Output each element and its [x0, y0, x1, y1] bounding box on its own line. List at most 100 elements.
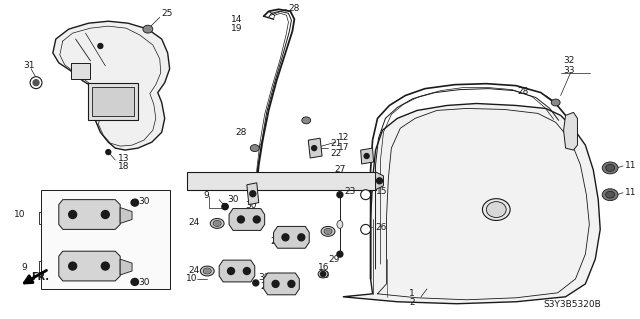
Circle shape: [98, 43, 103, 48]
Circle shape: [272, 280, 279, 287]
Circle shape: [288, 280, 295, 287]
Text: 10: 10: [13, 210, 25, 219]
Circle shape: [243, 268, 250, 274]
Text: 15: 15: [376, 187, 387, 196]
Circle shape: [321, 271, 326, 277]
Polygon shape: [564, 112, 577, 150]
Ellipse shape: [483, 199, 510, 220]
Text: 9: 9: [21, 263, 27, 271]
Circle shape: [222, 204, 228, 210]
Polygon shape: [120, 259, 132, 275]
Polygon shape: [273, 226, 309, 248]
Ellipse shape: [486, 202, 506, 218]
Ellipse shape: [200, 266, 214, 276]
Text: 24: 24: [271, 237, 282, 246]
Ellipse shape: [605, 165, 614, 171]
Circle shape: [253, 216, 260, 223]
Circle shape: [68, 211, 77, 219]
Polygon shape: [59, 200, 120, 229]
Ellipse shape: [213, 220, 221, 226]
Ellipse shape: [602, 189, 618, 201]
Circle shape: [376, 178, 383, 184]
Text: 2: 2: [409, 298, 415, 307]
Ellipse shape: [602, 162, 618, 174]
Text: 12: 12: [338, 133, 349, 142]
Text: 30: 30: [227, 195, 239, 204]
Circle shape: [106, 150, 111, 154]
Text: 31: 31: [23, 61, 35, 70]
Circle shape: [337, 192, 343, 198]
Text: 11: 11: [625, 161, 636, 170]
Ellipse shape: [302, 117, 310, 124]
Text: 30: 30: [245, 201, 257, 210]
Circle shape: [364, 153, 369, 159]
Circle shape: [304, 118, 308, 122]
Circle shape: [326, 229, 330, 234]
Text: 21: 21: [330, 139, 341, 148]
Text: 26: 26: [376, 223, 387, 232]
Ellipse shape: [210, 219, 224, 228]
Text: 33: 33: [564, 66, 575, 75]
Ellipse shape: [250, 145, 259, 152]
Ellipse shape: [321, 226, 335, 236]
Text: 16: 16: [318, 263, 330, 271]
Polygon shape: [120, 208, 132, 223]
Circle shape: [68, 262, 77, 270]
Bar: [70, 63, 90, 79]
Circle shape: [132, 278, 138, 286]
Circle shape: [131, 279, 137, 285]
Circle shape: [337, 251, 343, 257]
Ellipse shape: [318, 270, 328, 278]
Circle shape: [237, 216, 244, 223]
Text: 24: 24: [188, 218, 199, 227]
Circle shape: [33, 80, 39, 85]
Text: 23: 23: [344, 187, 355, 196]
Circle shape: [282, 234, 289, 241]
Polygon shape: [59, 251, 120, 281]
Ellipse shape: [337, 220, 343, 228]
Circle shape: [361, 190, 371, 200]
Circle shape: [30, 77, 42, 89]
Ellipse shape: [324, 228, 332, 234]
Text: 28: 28: [236, 128, 247, 137]
Text: 27: 27: [335, 166, 346, 174]
Polygon shape: [376, 172, 383, 190]
Circle shape: [298, 234, 305, 241]
Text: 13: 13: [118, 153, 130, 162]
Circle shape: [228, 268, 234, 274]
Circle shape: [312, 145, 317, 151]
Circle shape: [253, 146, 257, 150]
Circle shape: [222, 204, 228, 210]
Polygon shape: [229, 209, 265, 230]
Text: 14: 14: [231, 15, 243, 24]
Polygon shape: [53, 21, 170, 150]
Circle shape: [131, 200, 137, 205]
Circle shape: [253, 280, 259, 286]
Bar: [41, 190, 170, 289]
Circle shape: [215, 221, 219, 226]
Circle shape: [250, 191, 256, 197]
Circle shape: [145, 27, 150, 32]
Circle shape: [101, 211, 109, 219]
Text: 19: 19: [231, 24, 243, 33]
Text: 18: 18: [118, 162, 130, 171]
Text: 32: 32: [564, 56, 575, 65]
Text: 9: 9: [204, 191, 209, 200]
Text: 24: 24: [188, 265, 199, 275]
Text: 10: 10: [186, 274, 197, 284]
Text: S3Y3B5320B: S3Y3B5320B: [544, 300, 602, 309]
Polygon shape: [264, 273, 300, 295]
Circle shape: [132, 199, 138, 206]
Text: 29: 29: [328, 255, 339, 263]
Circle shape: [101, 262, 109, 270]
Text: 24: 24: [260, 282, 272, 291]
Circle shape: [361, 225, 371, 234]
Bar: [188, 172, 376, 190]
Text: 17: 17: [338, 143, 349, 152]
Bar: [92, 87, 134, 116]
Polygon shape: [343, 103, 600, 304]
Circle shape: [554, 100, 557, 105]
Text: 28: 28: [518, 87, 529, 96]
Ellipse shape: [143, 25, 153, 33]
Polygon shape: [247, 183, 259, 204]
